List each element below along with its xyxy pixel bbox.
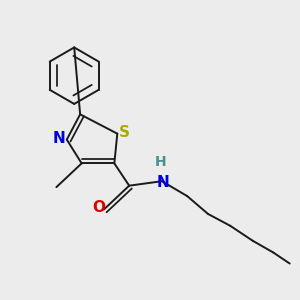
Text: N: N bbox=[53, 130, 66, 146]
Text: H: H bbox=[155, 155, 167, 169]
Text: O: O bbox=[92, 200, 105, 215]
Text: N: N bbox=[157, 175, 170, 190]
Text: S: S bbox=[119, 125, 130, 140]
